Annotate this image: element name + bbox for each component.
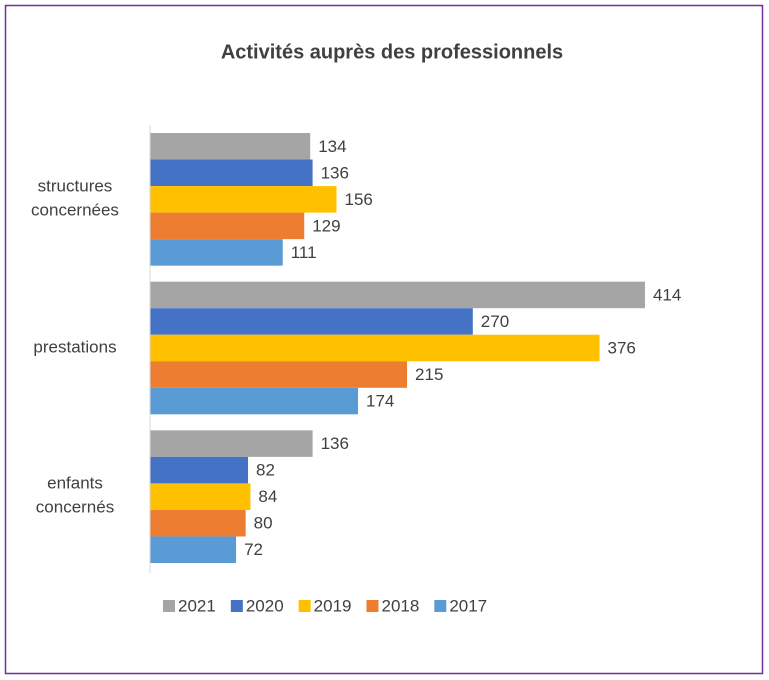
bar <box>150 212 305 240</box>
legend-label: 2017 <box>449 596 487 615</box>
legend-label: 2020 <box>246 596 284 615</box>
data-label: 270 <box>481 312 509 331</box>
y-tick-label-line: concernés <box>36 498 114 517</box>
data-label: 156 <box>345 190 373 209</box>
bar <box>150 334 600 362</box>
legend-label: 2019 <box>314 596 352 615</box>
y-tick-label-line: enfants <box>47 474 103 493</box>
legend-label: 2021 <box>178 596 216 615</box>
data-label: 136 <box>321 434 349 453</box>
legend-swatch <box>163 600 175 612</box>
legend-swatch <box>366 600 379 612</box>
y-tick-label: prestations <box>33 337 116 356</box>
bar <box>150 308 473 335</box>
data-label: 174 <box>366 392 394 411</box>
data-label: 134 <box>318 137 346 156</box>
bar <box>150 456 249 484</box>
bar <box>150 281 645 309</box>
data-label: 414 <box>653 285 681 304</box>
data-label: 136 <box>321 163 349 182</box>
data-label: 80 <box>254 514 273 533</box>
bar <box>150 239 283 266</box>
bar <box>150 159 313 187</box>
legend-swatch <box>230 600 243 612</box>
y-tick-label: enfants concernés <box>36 474 114 517</box>
bar <box>150 133 311 160</box>
bar <box>150 387 359 415</box>
legend-label: 2018 <box>381 596 419 615</box>
data-label: 84 <box>258 487 277 506</box>
chart-title: Activités auprès des professionnels <box>221 41 563 63</box>
y-tick-label-line: concernées <box>31 201 119 220</box>
legend-swatch <box>298 600 311 612</box>
data-label: 376 <box>608 338 636 357</box>
legend-swatch <box>434 600 447 612</box>
data-label: 129 <box>312 216 340 235</box>
data-label: 215 <box>415 365 443 384</box>
bar <box>150 361 408 388</box>
y-tick-label: structures concernées <box>31 177 119 220</box>
bar <box>150 430 313 457</box>
data-label: 72 <box>244 540 263 559</box>
bar <box>150 509 246 537</box>
bar <box>150 483 251 510</box>
bar <box>150 536 237 563</box>
data-label: 111 <box>291 243 317 262</box>
data-label: 82 <box>256 461 275 480</box>
y-tick-label-line: structures <box>38 177 113 196</box>
bar <box>150 186 337 213</box>
